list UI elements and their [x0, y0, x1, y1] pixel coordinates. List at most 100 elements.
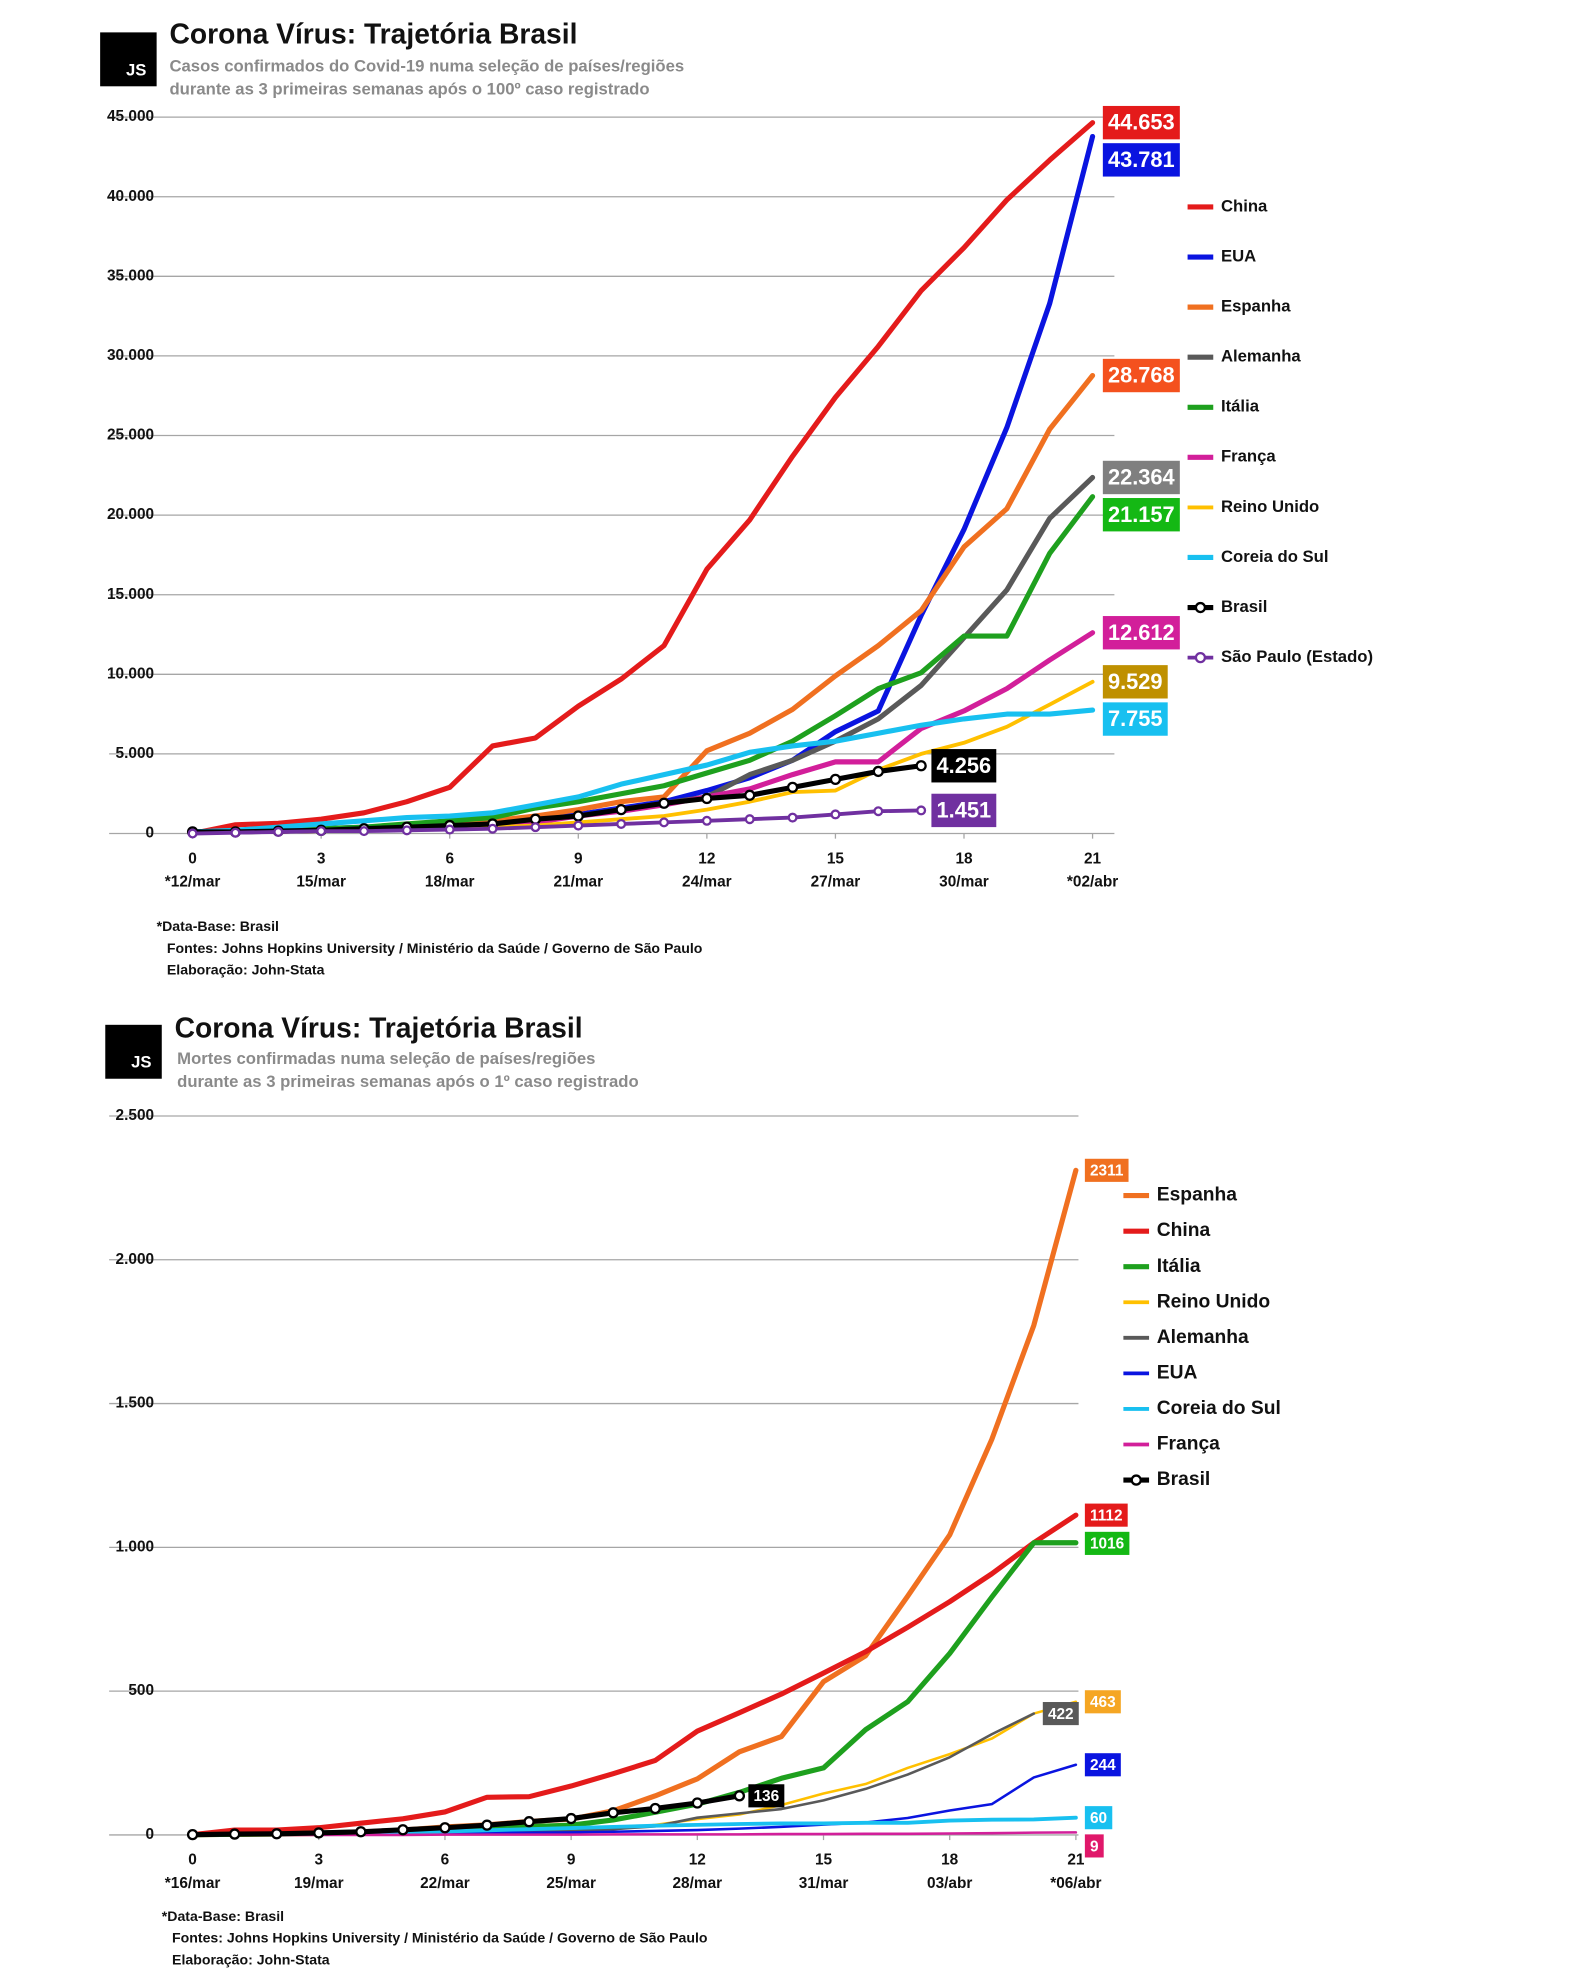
value-label: 244 — [1084, 1753, 1121, 1777]
point — [530, 822, 541, 833]
x-date-label: *12/mar — [165, 873, 221, 890]
point — [355, 1826, 367, 1838]
legend-marker — [1194, 601, 1207, 614]
point — [615, 803, 627, 816]
logo-box — [100, 32, 157, 87]
x-date-label: 24/mar — [682, 873, 732, 890]
value-label: 9.529 — [1102, 665, 1168, 699]
chart-subtitle: Casos confirmados do Covid-19 numa seleç… — [169, 56, 684, 75]
value-label-box — [1102, 143, 1180, 177]
point — [186, 1828, 199, 1841]
point — [187, 828, 198, 839]
value-label-box — [931, 749, 997, 783]
series-line — [190, 1793, 742, 1838]
footnote: *Data-Base: Brasil — [157, 918, 279, 934]
y-tick-label: 15.000 — [107, 586, 154, 603]
point — [316, 826, 327, 837]
legend-marker — [1194, 651, 1207, 664]
x-date-label: 22/mar — [420, 1875, 470, 1892]
point — [701, 792, 713, 805]
series-line — [190, 1167, 1079, 1838]
point — [607, 1807, 619, 1819]
point — [397, 1824, 409, 1836]
x-tick-label: 0 — [188, 850, 197, 867]
point — [830, 809, 841, 820]
legend-label: China — [1221, 196, 1268, 215]
point — [916, 805, 927, 816]
value-label: 44.653 — [1102, 105, 1180, 140]
point — [649, 1802, 661, 1815]
legend-label: França — [1221, 447, 1276, 466]
point — [313, 1827, 325, 1839]
y-tick-label: 35.000 — [107, 267, 154, 284]
y-tick-label: 40.000 — [107, 188, 154, 205]
legend-label: Brasil — [1157, 1469, 1211, 1490]
x-tick-label: 3 — [314, 1852, 323, 1869]
value-label-box — [1084, 1531, 1130, 1555]
legend-label: França — [1157, 1434, 1220, 1455]
point — [691, 1797, 703, 1809]
y-tick-label: 1.500 — [116, 1395, 155, 1412]
y-tick-label: 0 — [146, 1826, 155, 1843]
footnote: Fontes: Johns Hopkins University / Minis… — [167, 940, 703, 956]
value-label-text: 463 — [1090, 1694, 1116, 1711]
x-tick-label: 6 — [445, 850, 454, 867]
value-label-text: 2311 — [1090, 1163, 1124, 1180]
point — [523, 1816, 535, 1828]
x-tick-label: 15 — [815, 1852, 833, 1869]
y-tick-label: 20.000 — [107, 506, 154, 523]
x-date-label: 27/mar — [811, 873, 861, 890]
value-label-text: 244 — [1090, 1757, 1116, 1774]
point — [744, 789, 756, 801]
point — [829, 773, 842, 786]
value-label-text: 44.653 — [1108, 110, 1175, 135]
x-date-label: 28/mar — [673, 1875, 723, 1892]
value-label: 463 — [1084, 1690, 1121, 1714]
y-tick-label: 500 — [128, 1682, 154, 1699]
value-label-text: 22.364 — [1108, 465, 1176, 490]
value-label: 2311 — [1084, 1158, 1129, 1182]
value-label: 1016 — [1084, 1531, 1130, 1555]
value-label-box — [1084, 1806, 1113, 1830]
point — [439, 1822, 451, 1834]
point — [573, 820, 584, 831]
series-line — [190, 1512, 1079, 1838]
legend-label: EUA — [1157, 1362, 1198, 1383]
point — [616, 818, 627, 829]
point — [228, 1828, 241, 1840]
x-date-label: 31/mar — [799, 1875, 849, 1892]
value-label: 422 — [1042, 1702, 1079, 1726]
point — [273, 826, 284, 837]
value-label-text: 9.529 — [1108, 669, 1163, 694]
footnote: Fontes: Johns Hopkins University / Minis… — [172, 1930, 708, 1946]
y-tick-label: 45.000 — [107, 108, 154, 125]
x-tick-label: 0 — [188, 1852, 197, 1869]
value-label-text: 21.157 — [1108, 502, 1175, 527]
legend-label: Reino Unido — [1157, 1291, 1270, 1312]
value-label-text: 28.768 — [1108, 363, 1175, 388]
series-line — [190, 133, 1096, 835]
value-label-box — [1102, 105, 1180, 140]
value-label-box — [1102, 702, 1168, 736]
x-tick-label: 21 — [1084, 850, 1102, 867]
value-label: 21.157 — [1102, 498, 1180, 532]
point — [733, 1790, 746, 1802]
x-date-label: 19/mar — [294, 1875, 344, 1892]
value-label: 12.612 — [1102, 616, 1180, 650]
point — [658, 797, 670, 809]
chart-subtitle: durante as 3 primeiras semanas após o 10… — [169, 80, 649, 99]
x-tick-label: 6 — [441, 1852, 450, 1869]
x-date-label: *06/abr — [1050, 1875, 1101, 1892]
chart-subtitle: Mortes confirmadas numa seleção de paíse… — [177, 1049, 595, 1068]
value-label-text: 1112 — [1090, 1507, 1123, 1524]
series-line — [191, 1831, 1078, 1837]
point — [401, 825, 412, 836]
x-date-label: *02/abr — [1067, 873, 1118, 890]
value-label-box — [1084, 1690, 1121, 1714]
x-tick-label: 18 — [955, 850, 973, 867]
value-label-box — [931, 793, 997, 828]
x-tick-label: 12 — [698, 850, 715, 867]
legend-label: Espanha — [1221, 297, 1291, 316]
x-date-label: 21/mar — [553, 873, 603, 890]
